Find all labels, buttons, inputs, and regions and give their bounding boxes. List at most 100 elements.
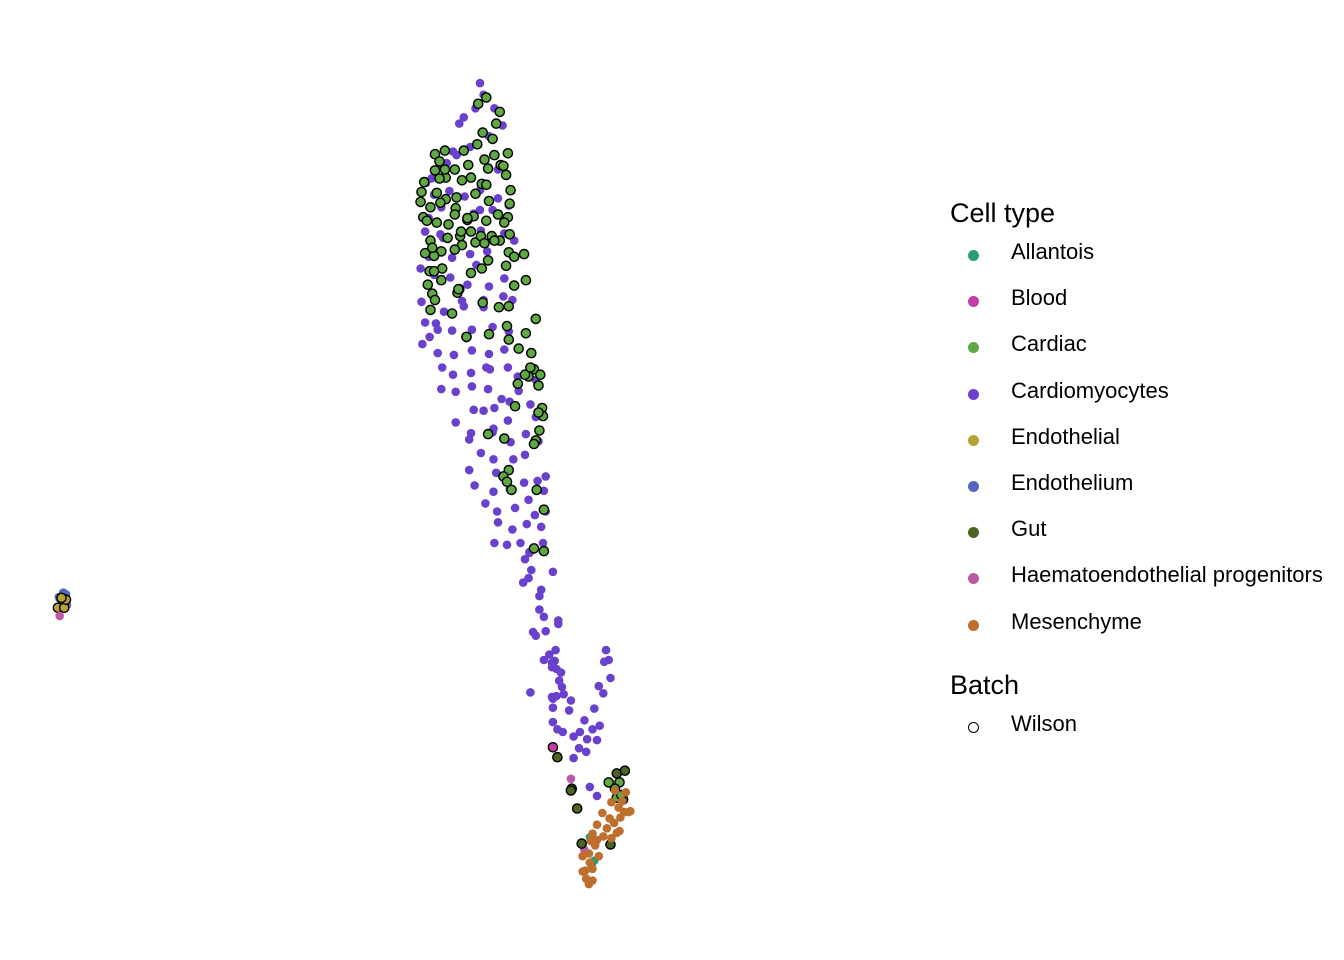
point-cardiomyocytes xyxy=(439,307,449,317)
legend-swatch xyxy=(968,527,979,539)
point-cardiomyocytes xyxy=(556,668,566,677)
point-cardiac xyxy=(439,164,451,175)
point-cardiomyocytes xyxy=(601,645,611,655)
point-cardiac xyxy=(465,267,477,279)
point-cardiac xyxy=(534,425,545,436)
legend-title-batch: Batch xyxy=(950,669,1020,700)
point-cardiac xyxy=(443,219,454,230)
point-cardiac xyxy=(519,369,531,381)
point-cardiomyocytes xyxy=(451,387,461,397)
point-cardiac xyxy=(422,279,434,291)
point-cardiac xyxy=(431,217,443,228)
point-cardiac xyxy=(520,274,532,286)
legend-swatch xyxy=(968,388,979,400)
point-cardiomyocytes xyxy=(569,732,578,741)
point-cardiac xyxy=(425,304,436,316)
point-cardiac xyxy=(503,334,515,345)
point-mesenchyme xyxy=(609,818,619,828)
point-cardiac xyxy=(480,92,492,103)
point-cardiac xyxy=(483,195,495,207)
point-cardiomyocytes xyxy=(599,657,609,667)
point-endothelial xyxy=(56,592,67,604)
point-cardiomyocytes xyxy=(522,519,532,529)
point-cardiomyocytes xyxy=(455,119,464,128)
point-cardiomyocytes xyxy=(483,384,493,394)
point-cardiac xyxy=(449,164,461,175)
legend-item-endothelial: Endothelial xyxy=(950,423,1344,469)
point-cardiac xyxy=(501,320,513,332)
point-cardiomyocytes xyxy=(449,350,459,360)
point-cardiomyocytes xyxy=(493,518,503,527)
legend-swatch xyxy=(968,573,979,585)
legend-label: Haematoendothelial progenitors xyxy=(1011,562,1323,588)
point-cardiac xyxy=(439,145,451,156)
point-cardiomyocytes xyxy=(519,478,529,488)
point-cardiac xyxy=(530,313,542,325)
legend: Cell type Allantois Blood Cardiac Cardiomyo… xyxy=(950,196,1344,756)
point-cardiac xyxy=(446,308,458,319)
legend-label: Gut xyxy=(1011,516,1047,542)
point-mesenchyme xyxy=(616,813,625,822)
point-cardiomyocytes xyxy=(580,716,589,725)
point-cardiomyocytes xyxy=(431,319,441,328)
point-cardiomyocytes xyxy=(467,325,477,335)
point-cardiac xyxy=(465,172,477,183)
point-cardiomyocytes xyxy=(448,147,458,156)
point-cardiac xyxy=(508,280,520,291)
point-cardiac xyxy=(528,438,540,450)
point-cardiomyocytes xyxy=(582,734,592,744)
legend-item-allantois: Allantois xyxy=(950,238,1344,284)
point-cardiac xyxy=(462,159,474,171)
point-cardiomyocytes xyxy=(465,249,475,259)
legend-label: Endothelial xyxy=(1011,423,1120,449)
point-cardiomyocytes xyxy=(479,406,488,416)
point-cardiac xyxy=(482,255,494,266)
point-cardiomyocytes xyxy=(492,507,502,516)
legend-swatch xyxy=(968,619,979,631)
point-mesenchyme xyxy=(585,858,595,867)
point-mesenchyme xyxy=(592,820,602,829)
point-cardiac xyxy=(535,369,546,381)
legend-item-mesenchyme: Mesenchyme xyxy=(950,608,1344,654)
point-cardiomyocytes xyxy=(499,292,508,301)
legend-title-cell-type: Cell type xyxy=(950,198,1056,228)
point-cardiomyocytes xyxy=(585,782,595,792)
point-cardiac xyxy=(465,226,477,237)
point-cardiomyocytes xyxy=(527,565,536,575)
point-cardiac xyxy=(480,215,492,227)
point-cardiomyocytes xyxy=(457,296,467,306)
point-cardiomyocytes xyxy=(482,363,491,372)
point-cardiac xyxy=(476,263,488,274)
point-cardiomyocytes xyxy=(526,400,535,409)
point-cardiac xyxy=(482,428,494,440)
point-cardiomyocytes xyxy=(464,435,474,444)
point-cardiomyocytes xyxy=(564,706,574,715)
point-cardiac xyxy=(525,362,536,373)
point-cardiomyocytes xyxy=(425,332,434,342)
point-cardiomyocytes xyxy=(535,591,544,601)
point-mesenchyme xyxy=(617,797,627,806)
point-cardiac xyxy=(442,232,453,244)
point-mesenchyme xyxy=(607,797,616,807)
point-cardiomyocytes xyxy=(460,192,470,201)
point-cardiac xyxy=(498,160,509,172)
point-mesenchyme xyxy=(594,851,604,861)
point-cardiomyocytes xyxy=(548,703,558,712)
point-cardiac xyxy=(415,196,426,208)
point-cardiac xyxy=(533,380,544,391)
point-cardiomyocytes xyxy=(500,274,509,283)
point-cardiomyocytes xyxy=(420,318,430,327)
point-cardiac xyxy=(435,274,447,286)
point-mesenchyme xyxy=(610,786,620,795)
point-cardiomyocytes xyxy=(503,363,513,372)
point-cardiomyocytes xyxy=(518,578,528,587)
point-cardiac xyxy=(482,163,494,174)
legend-item-cardiomyocytes: Cardiomyocytes xyxy=(950,377,1344,423)
point-cardiac xyxy=(429,294,441,306)
point-cardiomyocytes xyxy=(541,472,550,481)
point-cardiomyocytes xyxy=(558,727,568,737)
legend-label: Cardiac xyxy=(1011,331,1087,357)
point-cardiomyocytes xyxy=(595,721,604,730)
point-cardiomyocytes xyxy=(437,363,447,372)
point-cardiomyocytes xyxy=(459,113,469,122)
